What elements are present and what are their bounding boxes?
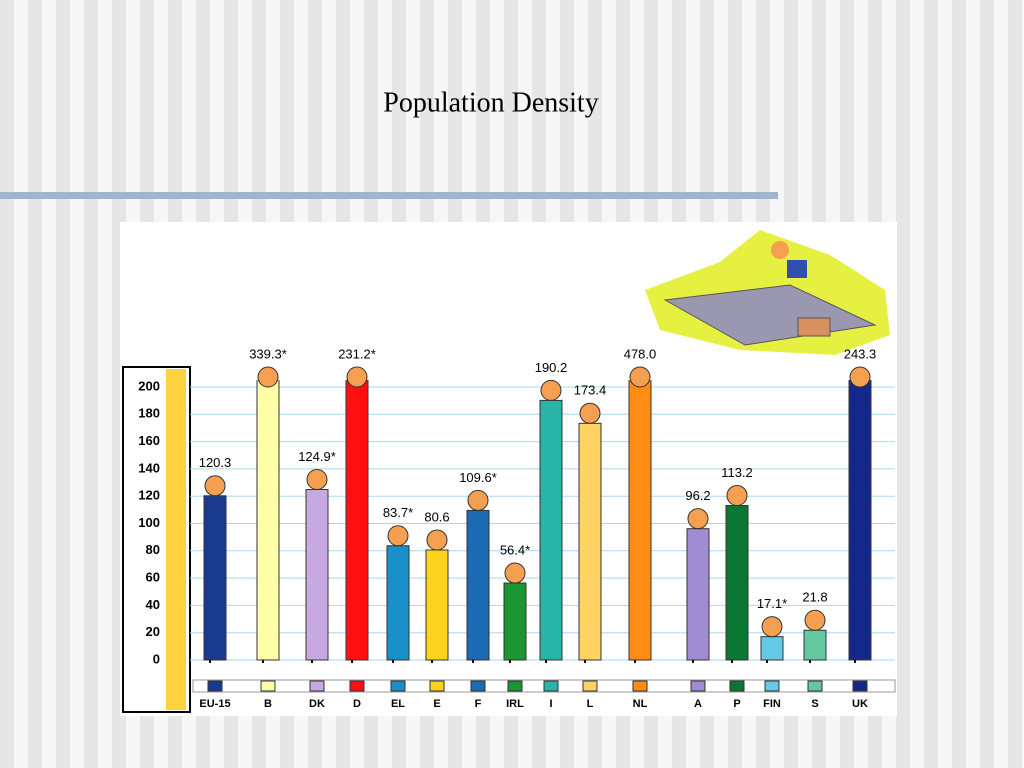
x-tick-label: IRL [506, 698, 524, 710]
head [726, 484, 748, 506]
x-tick-label: F [475, 698, 482, 710]
value-label: 109.6* [459, 470, 497, 485]
x-tick-label: I [549, 698, 552, 710]
legend-swatch [260, 680, 276, 692]
y-tick-label: 80 [146, 542, 160, 557]
value-label: 243.3 [844, 346, 877, 361]
divider [0, 192, 778, 199]
legend-swatch [507, 680, 523, 692]
x-tick-label: B [264, 698, 272, 710]
y-tick-label: 60 [146, 570, 160, 585]
legend-swatch [852, 680, 868, 692]
head [467, 489, 489, 511]
value-label: 120.3 [199, 455, 232, 470]
value-label: 80.6 [424, 509, 449, 524]
legend-swatch [729, 680, 745, 692]
legend-swatch [632, 680, 648, 692]
head [257, 366, 279, 388]
head [540, 379, 562, 401]
x-tick-label: E [433, 698, 440, 710]
y-axis-ruler [166, 369, 186, 710]
head [426, 529, 448, 551]
head [761, 616, 783, 638]
legend-swatch [690, 680, 706, 692]
value-label: 113.2 [721, 465, 753, 480]
value-label: 173.4 [574, 383, 607, 398]
head [849, 366, 871, 388]
value-label: 21.8 [802, 590, 827, 605]
value-label: 190.2 [535, 360, 568, 375]
bar [256, 380, 280, 661]
legend-swatch [764, 680, 780, 692]
bar [725, 504, 749, 661]
bar [503, 582, 527, 661]
y-tick-label: 200 [138, 378, 160, 393]
legend-swatch [543, 680, 559, 692]
y-tick-label: 20 [146, 624, 160, 639]
x-tick-label: P [733, 698, 740, 710]
value-label: 231.2* [338, 346, 376, 361]
x-tick-label: D [353, 698, 361, 710]
y-tick-label: 0 [153, 651, 160, 666]
legend-swatch [470, 680, 486, 692]
legend-swatch [807, 680, 823, 692]
bar [578, 422, 602, 661]
x-tick-label: DK [309, 698, 325, 710]
head [804, 609, 826, 631]
value-label: 56.4* [500, 542, 530, 557]
head [387, 525, 409, 547]
x-tick-label: A [694, 698, 702, 710]
head [204, 475, 226, 497]
head [504, 562, 526, 584]
bar [628, 380, 652, 661]
head [306, 469, 328, 491]
value-label: 339.3* [249, 346, 287, 361]
value-label: 478.0 [624, 346, 657, 361]
value-label: 96.2 [685, 488, 710, 503]
bar [803, 629, 827, 661]
illustration [645, 230, 890, 355]
bars [203, 380, 872, 661]
bar [760, 636, 784, 661]
head [579, 402, 601, 424]
legend-swatch [582, 680, 598, 692]
x-tick-label: EL [391, 698, 405, 710]
y-tick-label: 40 [146, 597, 160, 612]
value-label: 124.9* [298, 449, 336, 464]
legend-swatch [349, 680, 365, 692]
value-label: 17.1* [757, 596, 787, 611]
value-label: 83.7* [383, 505, 413, 520]
y-tick-label: 140 [138, 460, 160, 475]
bar [345, 380, 369, 661]
x-tick-label: EU-15 [199, 698, 230, 710]
y-tick-label: 120 [138, 488, 160, 503]
bar [305, 489, 329, 661]
y-tick-label: 100 [138, 515, 160, 530]
legend-swatch [309, 680, 325, 692]
bar [686, 528, 710, 661]
bar [466, 509, 490, 661]
chart-title: Population Density [383, 87, 598, 118]
y-tick-label: 180 [138, 406, 160, 421]
head [629, 366, 651, 388]
y-tick-label: 160 [138, 433, 160, 448]
legend-swatch [429, 680, 445, 692]
bar [203, 495, 227, 661]
x-tick-label: L [587, 698, 594, 710]
legend-swatch [390, 680, 406, 692]
bar [848, 380, 872, 661]
legend-swatch [207, 680, 223, 692]
head [346, 366, 368, 388]
bar [386, 545, 410, 661]
bar [425, 549, 449, 661]
x-tick-label: UK [852, 698, 868, 710]
bar [539, 399, 563, 661]
head [687, 508, 709, 530]
x-tick-label: S [811, 698, 818, 710]
x-tick-label: NL [633, 698, 648, 710]
x-tick-label: FIN [763, 698, 781, 710]
